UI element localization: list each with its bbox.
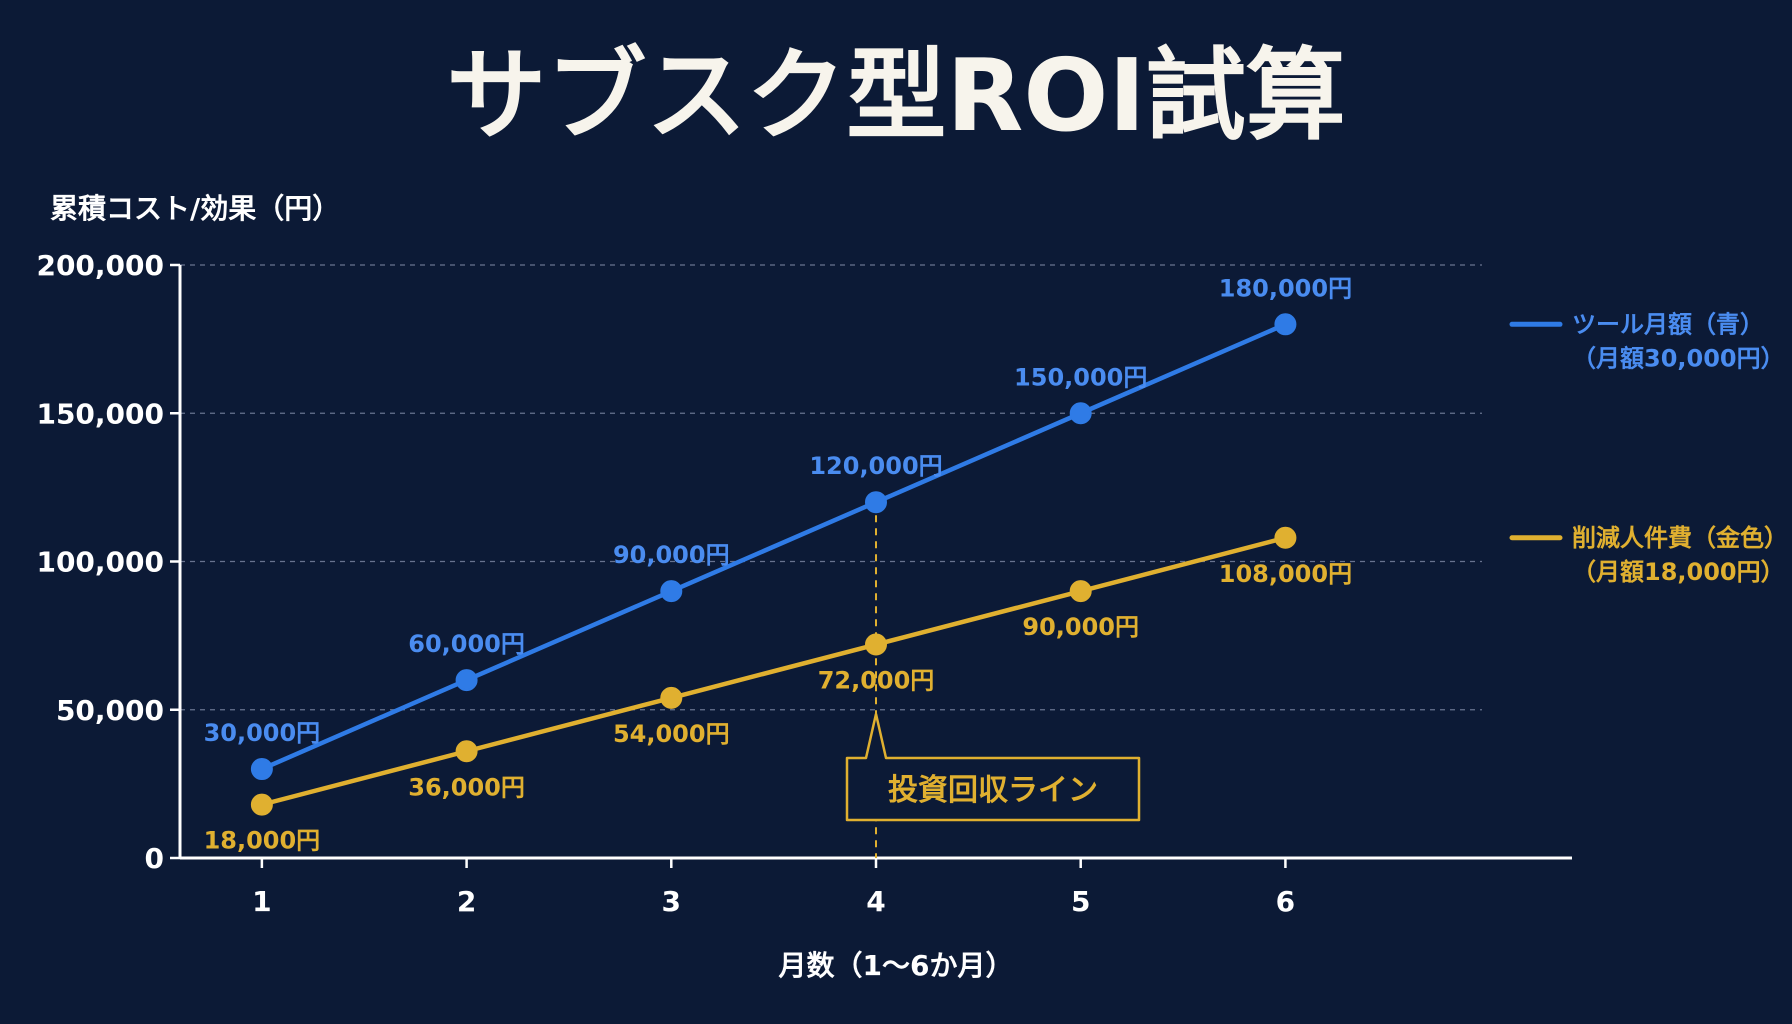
data-label: 90,000円 [1022, 613, 1139, 641]
data-label: 120,000円 [809, 452, 942, 480]
x-tick-label: 3 [662, 885, 681, 918]
x-tick-label: 1 [252, 885, 271, 918]
x-tick-label: 4 [866, 885, 885, 918]
x-axis-title: 月数（1〜6か月） [778, 949, 1014, 982]
data-label: 180,000円 [1219, 274, 1352, 302]
legend-item-1: ツール月額（青） （月額30,000円） [1509, 310, 1785, 372]
y-axis-title: 累積コスト/効果（円） [50, 192, 340, 225]
data-point [250, 758, 273, 781]
x-tick-label: 6 [1276, 885, 1295, 918]
grid-lines [180, 264, 1482, 711]
legend-item-2: 削減人件費（金色） （月額18,000円） [1509, 524, 1788, 586]
legend: ツール月額（青） （月額30,000円） 削減人件費（金色） （月額18,000円） [1509, 310, 1788, 586]
data-label: 108,000円 [1219, 560, 1352, 588]
data-label: 60,000円 [408, 630, 525, 658]
data-point [250, 793, 273, 816]
data-label: 72,000円 [818, 667, 935, 695]
data-point [1274, 313, 1297, 336]
data-label: 54,000円 [613, 720, 730, 748]
data-label: 18,000円 [204, 827, 321, 855]
series-line [259, 322, 1288, 772]
data-label: 90,000円 [613, 541, 730, 569]
data-point [1069, 402, 1092, 425]
data-label: 30,000円 [204, 719, 321, 747]
data-point [455, 740, 478, 763]
data-label: 150,000円 [1014, 363, 1147, 391]
y-tick-label: 0 [145, 842, 164, 875]
y-tick-label: 150,000 [36, 397, 164, 430]
data-point [865, 633, 887, 656]
data-label: 36,000円 [408, 773, 525, 801]
x-tick-label: 5 [1071, 885, 1090, 918]
legend-label: ツール月額（青） [1572, 310, 1764, 338]
data-point [660, 580, 683, 603]
data-point [865, 491, 887, 514]
series-line [259, 535, 1288, 807]
payback-annotation: 投資回収ライン [845, 502, 1141, 858]
y-tick-label: 50,000 [56, 694, 164, 727]
legend-label: 削減人件費（金色） [1572, 524, 1788, 552]
data-point [660, 686, 683, 709]
y-tick-label: 100,000 [36, 546, 164, 579]
y-tick-label: 200,000 [36, 249, 164, 282]
payback-callout-box [845, 712, 1141, 822]
payback-callout-label: 投資回収ライン [888, 773, 1098, 808]
legend-sublabel: （月額18,000円） [1572, 558, 1785, 586]
data-point [455, 669, 478, 692]
series-2: 18,000円 36,000円 54,000円 72,000円 90,000円 108,0… [204, 526, 1352, 855]
series-1: 30,000円 60,000円 90,000円 120,000円 150,000円 180… [204, 274, 1352, 781]
chart-title: サブスク型ROI試算 [446, 37, 1345, 154]
x-tick-label: 2 [457, 885, 476, 918]
series-layer: 30,000円 60,000円 90,000円 120,000円 150,000円 180… [204, 274, 1352, 854]
data-point [1069, 580, 1092, 603]
legend-sublabel: （月額30,000円） [1572, 344, 1785, 372]
data-point [1274, 526, 1297, 549]
